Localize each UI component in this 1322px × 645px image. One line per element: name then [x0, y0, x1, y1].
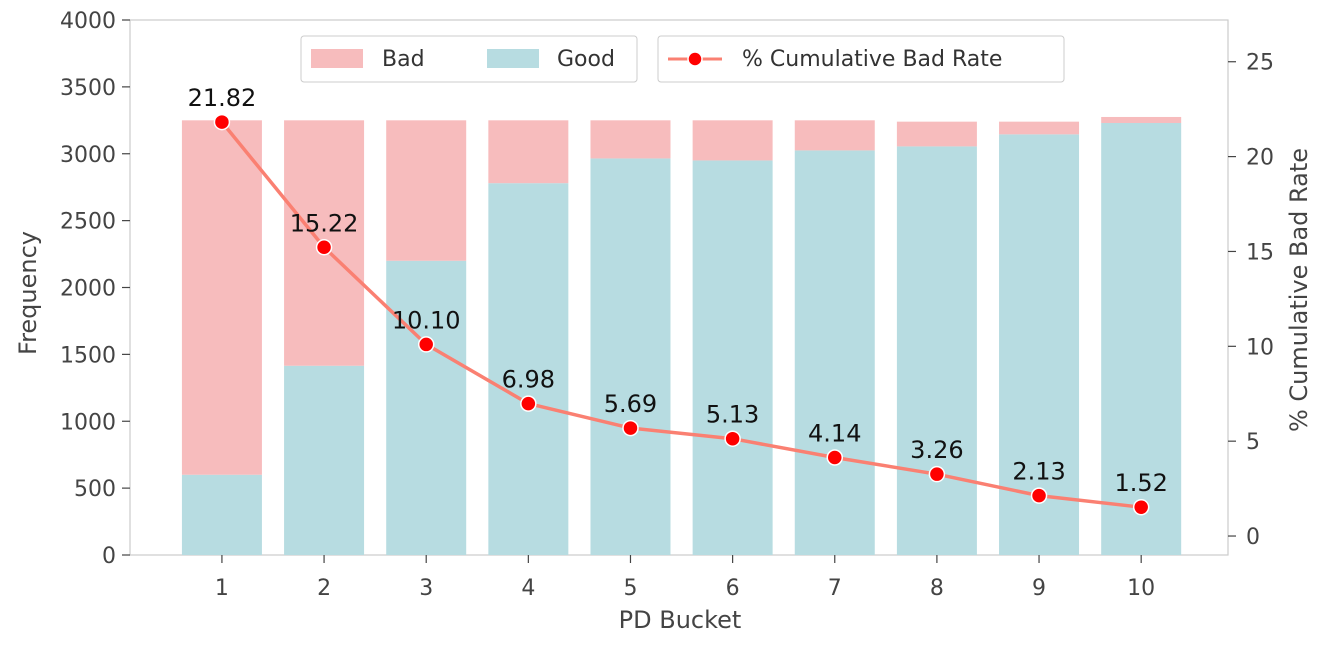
y-axis-title: Frequency — [14, 231, 42, 355]
y2-tick-label: 10 — [1246, 335, 1274, 360]
bar-good — [590, 158, 671, 555]
bar-good — [488, 183, 569, 556]
x-tick-label: 6 — [726, 576, 740, 601]
line-point — [520, 395, 537, 412]
y2-tick-label: 20 — [1246, 146, 1274, 171]
x-tick-label: 10 — [1127, 576, 1155, 601]
bar-bad — [896, 121, 977, 147]
line-point — [622, 419, 639, 437]
line-point — [1132, 498, 1150, 516]
line-point — [826, 449, 844, 466]
plot-area: 0500100015002000250030003500400005101520… — [60, 9, 1274, 601]
data-label: 21.82 — [188, 84, 257, 112]
y-tick-label: 4000 — [60, 9, 116, 34]
legend-label-good: Good — [557, 47, 615, 72]
line-cumulative-bad-rate — [220, 120, 1142, 509]
x-tick-label: 7 — [828, 576, 842, 601]
y-tick-label: 3500 — [60, 76, 116, 101]
legend-swatch-bad — [311, 49, 363, 68]
bar-good — [1101, 122, 1182, 556]
data-label: 6.98 — [502, 366, 555, 394]
legend-line: % Cumulative Bad Rate — [657, 35, 1065, 83]
x-tick-label: 5 — [623, 576, 637, 601]
bar-bad — [181, 120, 262, 475]
x-tick-label: 2 — [317, 576, 331, 601]
data-label: 5.69 — [604, 390, 657, 418]
x-tick-label: 4 — [521, 576, 535, 601]
bar-good — [896, 146, 977, 556]
x-tick-label: 8 — [930, 576, 944, 601]
legend-bars: Bad Good — [300, 35, 638, 83]
legend-line-marker — [687, 51, 703, 67]
data-label: 4.14 — [808, 419, 861, 447]
y-tick-label: 2000 — [60, 277, 116, 302]
y-tick-label: 2500 — [60, 210, 116, 235]
data-label: 2.13 — [1012, 458, 1065, 486]
line-point — [928, 465, 946, 483]
y-tick-label: 1000 — [60, 410, 116, 435]
bar-good — [794, 150, 875, 555]
legend-label-bad: Bad — [382, 47, 425, 72]
y-tick-label: 500 — [74, 477, 116, 502]
x-tick-label: 9 — [1032, 576, 1046, 601]
line-point — [417, 336, 435, 353]
y2-tick-label: 25 — [1246, 51, 1274, 76]
bar-bad — [999, 121, 1080, 135]
bar-good — [181, 474, 262, 555]
line-point — [724, 430, 741, 447]
legend-label-cumulative: % Cumulative Bad Rate — [742, 47, 1002, 72]
legend-box-line — [657, 35, 1065, 83]
bar-good — [999, 134, 1080, 555]
bar-bad — [1101, 116, 1182, 123]
y-tick-label: 0 — [102, 544, 116, 569]
data-label: 15.22 — [290, 209, 359, 237]
y2-axis-title: % Cumulative Bad Rate — [1285, 148, 1313, 432]
bar-good — [692, 160, 773, 555]
bar-bad — [692, 120, 773, 161]
bar-bad — [794, 120, 875, 151]
y-tick-label: 3000 — [60, 143, 116, 168]
line-point — [315, 239, 333, 256]
y2-tick-label: 0 — [1246, 525, 1260, 550]
data-label: 10.10 — [392, 306, 461, 334]
legend-swatch-good — [487, 49, 539, 68]
data-label: 5.13 — [706, 401, 759, 429]
bar-good — [284, 365, 365, 555]
x-tick-label: 3 — [419, 576, 433, 601]
line-point — [1030, 487, 1048, 504]
bar-bad — [590, 120, 671, 159]
y2-tick-label: 5 — [1246, 430, 1260, 455]
bar-bad — [488, 120, 569, 184]
data-label: 1.52 — [1114, 469, 1167, 497]
bar-good — [386, 260, 467, 555]
y2-tick-label: 15 — [1246, 240, 1274, 265]
bar-bad — [386, 120, 467, 261]
x-tick-label: 1 — [215, 576, 229, 601]
line-point — [213, 113, 231, 131]
legend-box-bars — [300, 35, 638, 83]
x-axis-title: PD Bucket — [619, 606, 742, 634]
y-tick-label: 1500 — [60, 343, 116, 368]
data-label: 3.26 — [910, 436, 963, 464]
